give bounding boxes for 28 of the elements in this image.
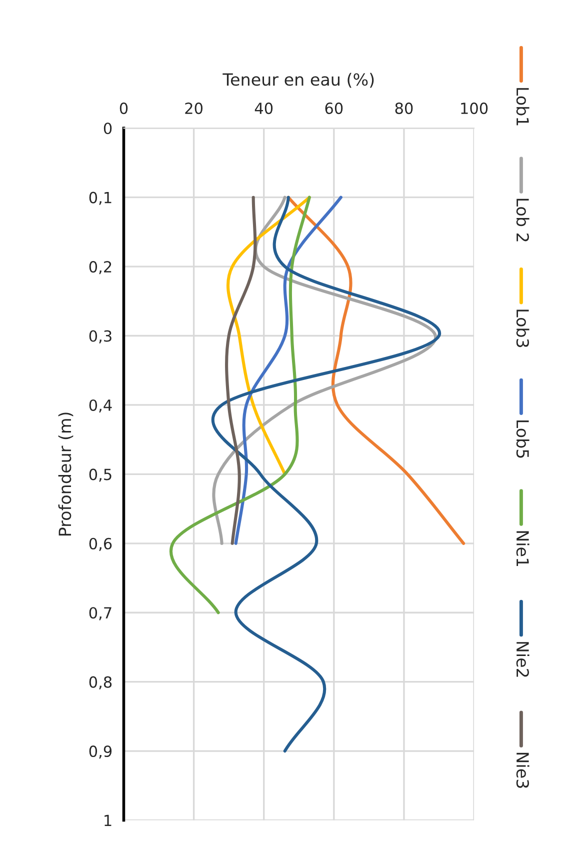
legend-label: Nie3: [516, 752, 530, 788]
y-tick-label: 0,6: [89, 538, 112, 551]
y-tick-label: 0,1: [89, 192, 112, 205]
line-series: [234, 196, 342, 545]
y-tick-label: 0,9: [89, 745, 112, 759]
legend-label: Nie2: [516, 642, 530, 677]
y-tick-label: 0: [104, 122, 112, 134]
x-tick-label: 100: [461, 102, 488, 114]
legend-label: Lob3: [516, 310, 530, 348]
y-tick-label: 0,3: [89, 330, 112, 344]
y-tick-label: 1: [104, 814, 112, 826]
legend-label: Nie1: [516, 531, 530, 566]
y-tick-label: 0,8: [89, 676, 112, 690]
y-tick-label: 0,2: [89, 261, 112, 274]
x-axis-title: Teneur en eau (%): [222, 72, 374, 88]
x-tick-label: 80: [395, 102, 413, 114]
legend-label: Lob5: [516, 420, 530, 458]
x-tick-label: 0: [120, 102, 128, 114]
y-tick-label: 0,5: [89, 468, 112, 482]
y-tick-label: 0,4: [89, 399, 112, 413]
line-series: [286, 196, 466, 545]
legend-label: Lob1: [516, 88, 530, 126]
y-axis-title: Profondeur (m): [58, 412, 74, 536]
y-tick-label: 0,7: [89, 607, 112, 620]
x-tick-label: 20: [185, 102, 202, 114]
legend-label: Lob 2: [516, 198, 530, 242]
x-tick-label: 60: [325, 102, 343, 114]
x-tick-label: 40: [254, 102, 273, 114]
